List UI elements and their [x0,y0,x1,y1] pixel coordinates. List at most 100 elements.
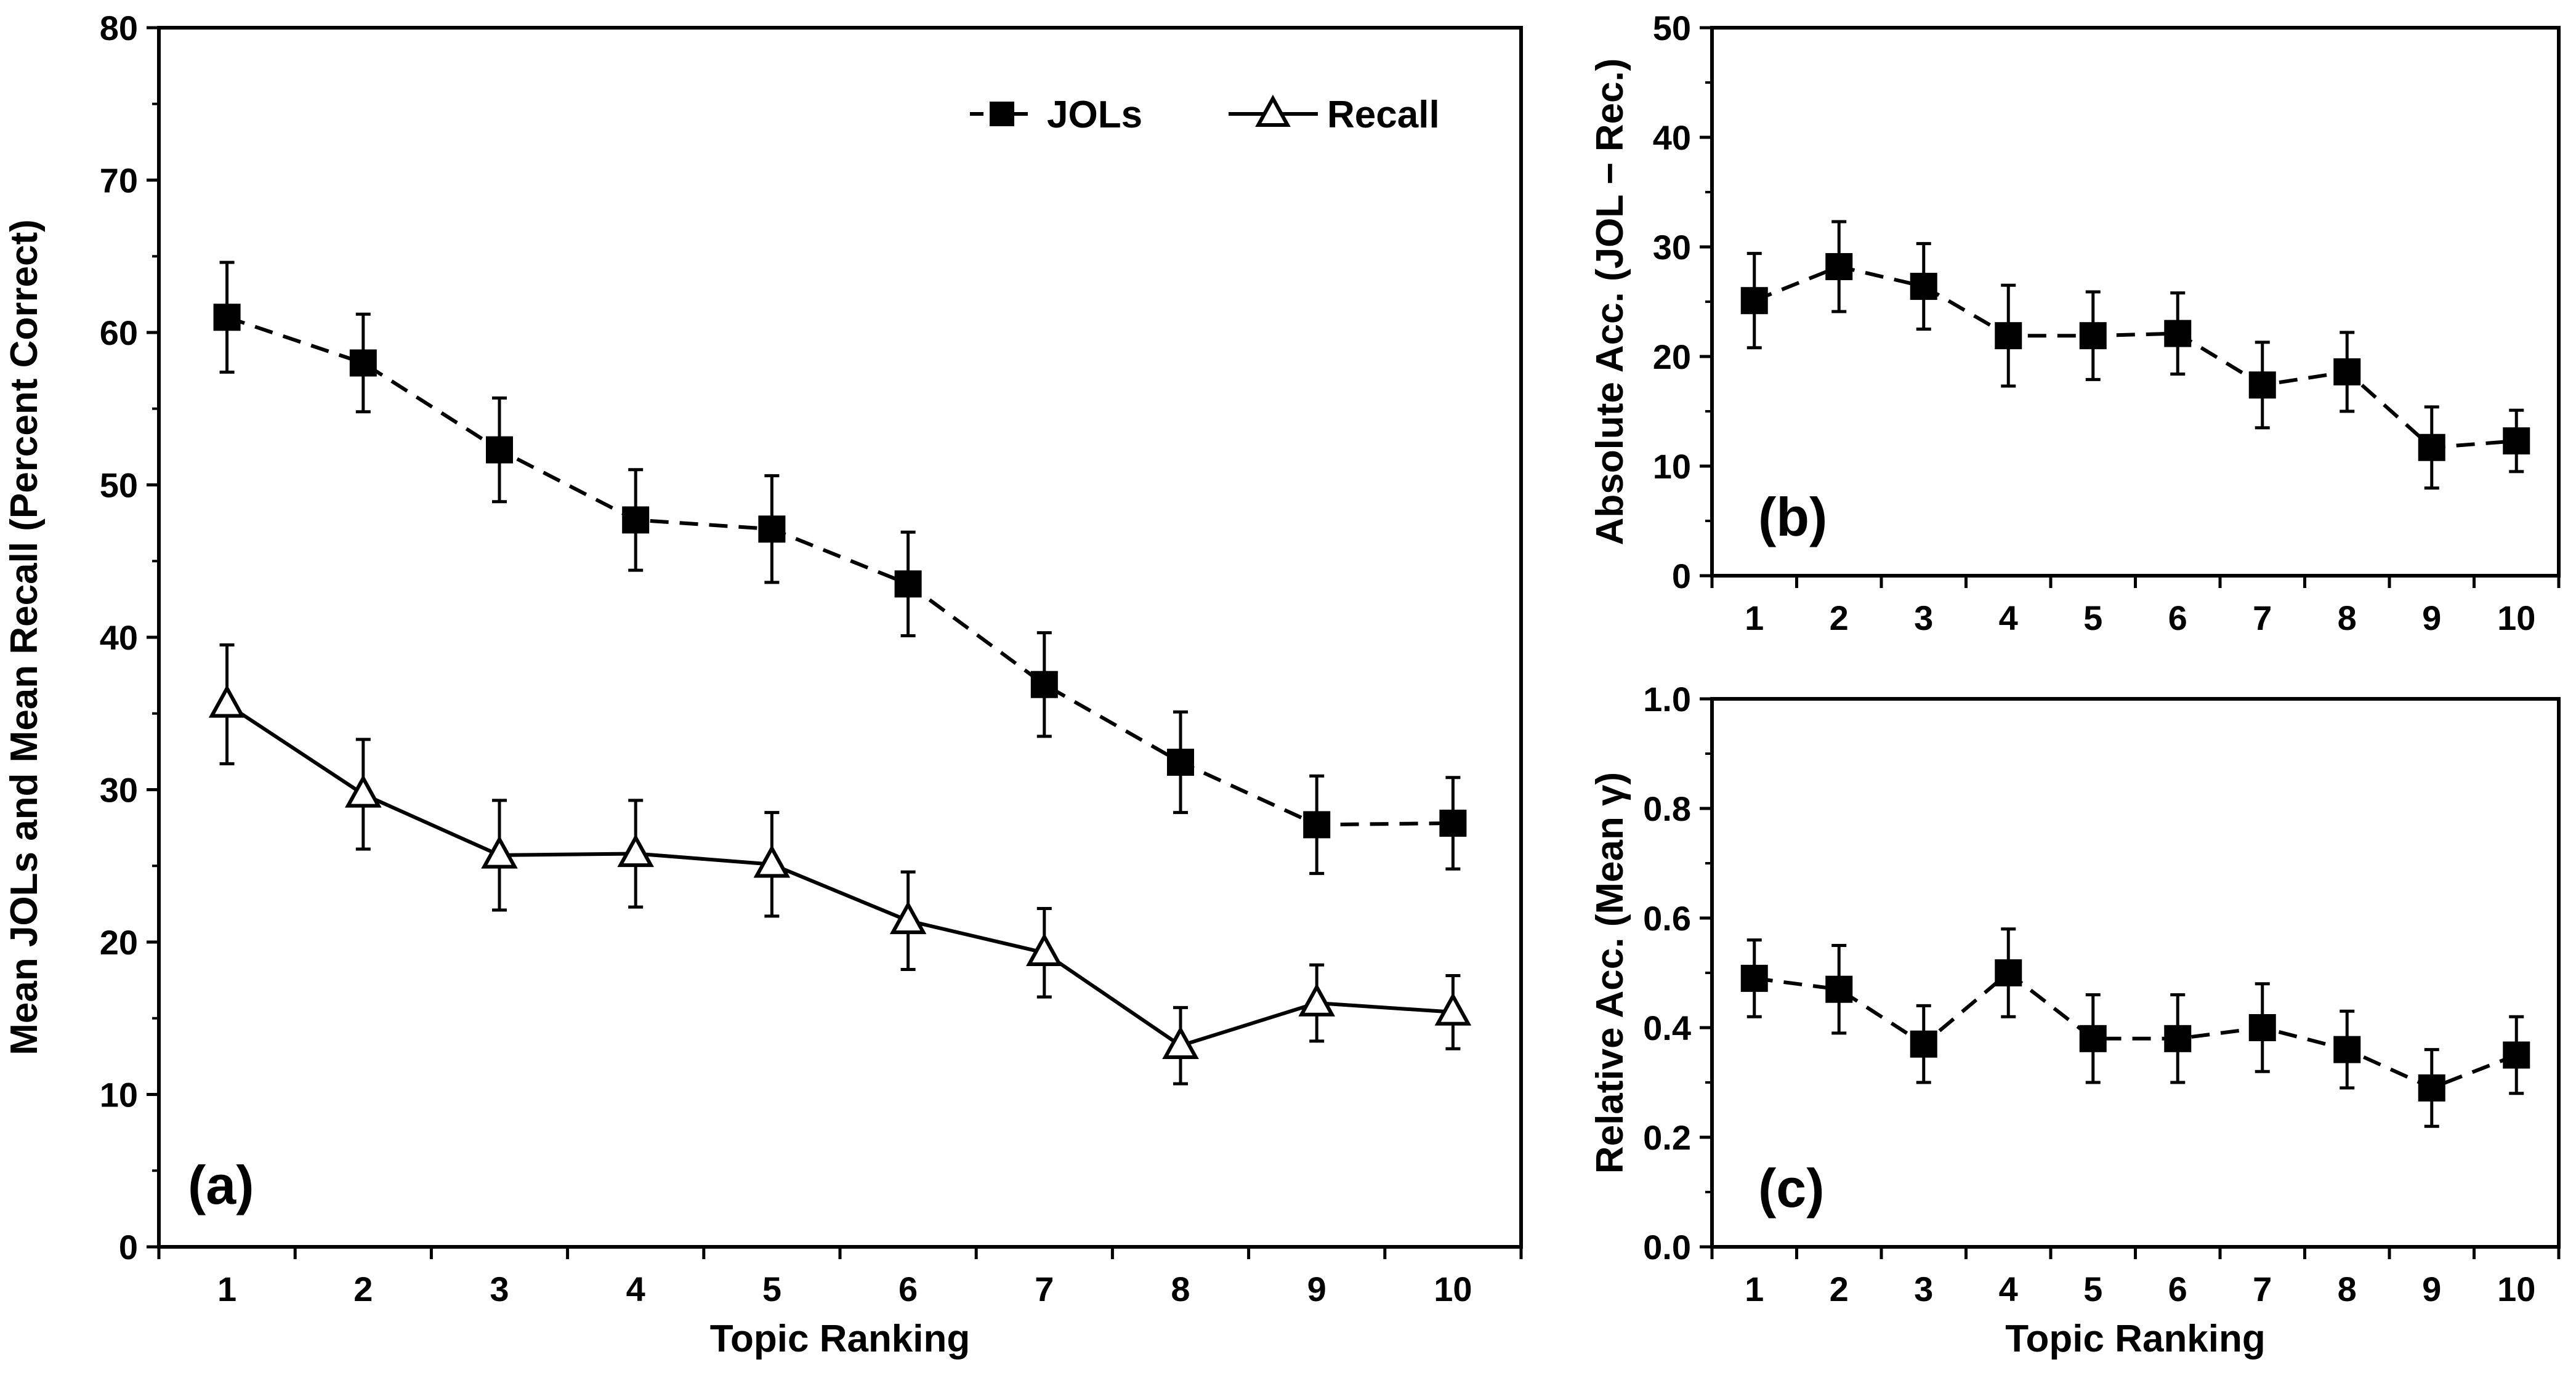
y-axis-title: Relative Acc. (Mean γ) [1589,772,1631,1174]
data-point-marker [1439,809,1467,837]
series-line [1753,265,2517,449]
y-tick-label: 10 [1653,447,1691,486]
x-tick-label: 9 [1307,1270,1326,1308]
panel-a: 0 10 20 30 40 50 60 70 80 1 2 3 4 5 6 7 8 9 10 Topic Rankin… [3,9,1523,1360]
x-tick-label: 1 [1745,598,1764,637]
data-point-marker [1026,933,1063,967]
y-axis-title: Mean JOLs and Mean Recall (Percent Corre… [3,219,46,1055]
data-point-marker [1167,748,1194,776]
x-tick-label: 5 [2083,1270,2102,1308]
data-point-marker [1740,964,1768,992]
y-tick-label: 0.4 [1643,1009,1691,1047]
x-tick-label: 4 [1999,1270,2018,1308]
x-tick-label: 8 [2338,598,2357,637]
data-point-marker [2164,320,2192,347]
data-point-marker [345,774,382,808]
series-line [225,703,1453,1048]
data-point-marker [2079,1025,2107,1052]
data-point-marker [2418,1074,2445,1102]
y-tick-label: 1.0 [1643,680,1691,719]
y-tick-label: 30 [1653,228,1691,267]
y-tick-label: 30 [100,771,138,810]
panel-label: (c) [1758,1158,1825,1219]
series-line [1754,971,2517,1090]
y-tick-label: 40 [1653,118,1691,157]
data-point-marker [1030,671,1058,698]
legend-marker-sample [990,102,1014,126]
y-tick-label: 10 [100,1076,138,1114]
data-point-marker [889,901,927,935]
legend-label: JOLs [1047,94,1142,136]
series-relative-acc- [1740,927,2530,1128]
data-point-marker [2503,427,2530,455]
y-axis-title: Absolute Acc. (JOL − Rec.) [1589,58,1631,546]
x-axis-title: Topic Ranking [2005,1318,2266,1360]
data-point-marker [1303,811,1331,839]
x-tick-label: 6 [2168,1270,2187,1308]
data-point-marker [213,304,241,331]
data-point-marker [1298,983,1335,1017]
x-tick-label: 5 [2083,598,2102,637]
x-tick-label: 4 [1999,598,2018,637]
y-tick-label: 60 [100,313,138,352]
x-tick-label: 7 [2253,1270,2272,1308]
data-point-marker [1434,992,1472,1026]
x-tick-label: 7 [1035,1270,1054,1308]
panel-label: (a) [188,1154,254,1215]
data-point-marker [2418,433,2445,461]
data-point-marker [753,844,791,878]
x-tick-label: 3 [1914,598,1933,637]
series-recall [208,643,1472,1086]
y-tick-label: 80 [100,9,138,47]
data-point-marker [2503,1041,2530,1069]
data-point-marker [1825,253,1853,281]
x-tick-label: 2 [1830,1270,1849,1308]
x-tick-label: 6 [2168,598,2187,637]
data-point-marker [486,436,513,464]
x-tick-label: 10 [1434,1270,1472,1308]
series-jols [213,260,1467,876]
y-tick-label: 0.2 [1643,1118,1691,1157]
series-absolute-acc- [1740,220,2530,490]
y-tick-label: 0.8 [1643,789,1691,828]
y-tick-label: 0 [1672,557,1691,595]
data-point-marker [2333,1036,2361,1063]
data-point-marker [1825,975,1853,1003]
y-tick-label: 20 [100,923,138,962]
y-tick-label: 70 [100,161,138,200]
x-tick-label: 2 [353,1270,373,1308]
x-tick-label: 6 [898,1270,918,1308]
data-point-marker [1995,322,2022,350]
x-tick-label: 10 [2497,1270,2535,1308]
data-point-marker [208,684,246,718]
data-point-marker [2333,358,2361,385]
legend-item: Recall [1229,94,1440,136]
data-point-marker [2248,371,2276,399]
y-tick-label: 50 [1653,9,1691,47]
data-point-marker [622,506,650,534]
data-point-marker [894,570,922,598]
x-tick-label: 9 [2422,598,2441,637]
x-tick-label: 3 [490,1270,509,1308]
data-point-marker [2079,322,2107,350]
x-tick-label: 8 [1171,1270,1190,1308]
y-tick-label: 0 [119,1228,138,1267]
x-tick-label: 2 [1830,598,1849,637]
y-tick-label: 50 [100,466,138,505]
data-point-marker [1740,287,1768,315]
series-line [226,315,1453,827]
panel-label: (b) [1758,486,1827,547]
data-point-marker [2164,1025,2192,1052]
panel-b: 0 10 20 30 40 50 1 2 3 4 5 6 7 8 9 10 Absolute Acc. (JOL… [1589,9,2561,637]
x-tick-label: 10 [2497,598,2535,637]
y-tick-label: 20 [1653,337,1691,376]
y-tick-label: 0.6 [1643,899,1691,938]
data-point-marker [1162,1026,1199,1060]
panel-c: 0.0 0.2 0.4 0.6 0.8 1.0 1 2 3 4 5 6 7 8 9 10 Topic Ranki… [1589,680,2561,1360]
x-tick-label: 5 [762,1270,781,1308]
data-point-marker [617,834,654,868]
data-point-marker [2248,1014,2276,1041]
x-axis-title: Topic Ranking [710,1318,971,1360]
